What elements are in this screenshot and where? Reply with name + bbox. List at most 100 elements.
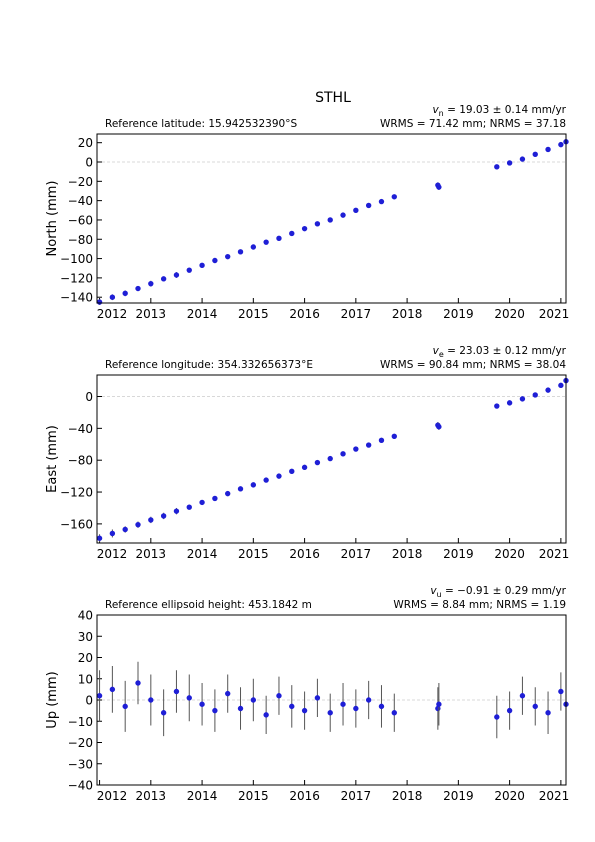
data-point (340, 701, 346, 707)
rate-symbol: v (433, 345, 440, 357)
y-tick-label: −60 (68, 213, 93, 227)
data-point (173, 688, 180, 695)
data-point (173, 508, 180, 514)
data-point (494, 403, 500, 409)
data-point (494, 164, 500, 170)
data-point (506, 160, 513, 166)
data-point (276, 473, 282, 479)
data-point (519, 693, 526, 699)
data-point (289, 230, 295, 237)
data-point (237, 249, 244, 255)
rate-subscript: u (437, 590, 442, 599)
x-tick-label: 2016 (289, 547, 320, 561)
y-tick-label: 0 (85, 390, 93, 404)
data-point (436, 701, 442, 707)
data-point (532, 151, 538, 157)
x-tick-label: 2015 (238, 547, 269, 561)
x-tick-label: 2021 (539, 789, 570, 803)
x-tick-label: 2019 (443, 307, 474, 321)
data-point (212, 707, 218, 714)
stats: WRMS = 71.42 mm; NRMS = 37.18 (380, 118, 566, 130)
x-tick-label: 2017 (341, 307, 372, 321)
data-point (327, 455, 333, 462)
data-point (237, 705, 244, 712)
reference: Reference longitude: 354.332656373°E (105, 359, 313, 371)
x-tick-label: 2012 (97, 307, 128, 321)
data-point (545, 387, 551, 393)
x-tick-label: 2017 (341, 789, 372, 803)
data-point (545, 146, 551, 153)
data-point (135, 680, 141, 686)
data-point (250, 244, 257, 250)
y-tick-label: −30 (68, 757, 93, 771)
data-point (263, 239, 269, 245)
x-tick-label: 2012 (97, 547, 128, 561)
data-point (340, 451, 346, 457)
data-point (436, 184, 442, 190)
data-point (327, 217, 333, 223)
y-tick-label: −80 (68, 233, 93, 247)
x-tick-label: 2013 (136, 547, 167, 561)
y-tick-label: 0 (85, 156, 93, 170)
data-point (263, 477, 269, 483)
data-point (276, 693, 282, 699)
x-tick-label: 2013 (136, 789, 167, 803)
x-tick-label: 2015 (238, 789, 269, 803)
chart-title: STHL (315, 90, 351, 106)
stats: WRMS = 8.84 mm; NRMS = 1.19 (393, 599, 566, 611)
plot-frame (96, 374, 567, 544)
data-point (532, 703, 538, 710)
y-tick-label: 0 (85, 694, 93, 708)
data-point (435, 705, 441, 712)
x-tick-label: 2020 (494, 307, 525, 321)
x-tick-label: 2018 (392, 789, 423, 803)
y-tick-label: −120 (60, 271, 93, 285)
y-tick-label: −100 (60, 252, 93, 266)
y-tick-label: −40 (68, 779, 93, 793)
x-tick-label: 2019 (443, 789, 474, 803)
data-point (122, 526, 128, 533)
data-point (199, 499, 205, 506)
data-point (199, 701, 205, 707)
data-point (378, 198, 385, 205)
data-point (353, 705, 359, 712)
data-point (186, 267, 192, 273)
data-point (109, 294, 116, 300)
data-point (109, 530, 116, 537)
data-point (353, 207, 359, 213)
data-point (250, 482, 257, 488)
x-tick-label: 2012 (97, 789, 128, 803)
rate-symbol: v (432, 104, 439, 116)
data-point (225, 253, 231, 260)
data-point (96, 535, 103, 541)
y-tick-label: 20 (78, 651, 93, 665)
data-point (436, 424, 442, 430)
x-tick-label: 2016 (289, 307, 320, 321)
data-point (558, 688, 564, 695)
data-point (506, 707, 513, 714)
data-point (160, 710, 167, 716)
x-tick-label: 2016 (289, 789, 320, 803)
data-point (340, 212, 346, 218)
y-tick-label: −20 (68, 175, 93, 189)
plot-frame (96, 133, 567, 304)
x-tick-label: 2019 (443, 547, 474, 561)
data-point (225, 490, 231, 497)
x-tick-label: 2014 (187, 789, 218, 803)
y-axis-label: East (mm) (45, 425, 60, 493)
data-point (250, 697, 257, 703)
rate-text: = −0.91 ± 0.29 mm/yr (442, 585, 567, 597)
data-point (148, 697, 154, 703)
y-tick-label: 30 (78, 630, 93, 644)
data-point (301, 225, 308, 232)
data-point (378, 703, 385, 710)
data-point (314, 695, 321, 701)
data-point (160, 276, 167, 282)
data-point (186, 504, 192, 510)
data-point (301, 707, 308, 714)
reference: Reference latitude: 15.942532390°S (105, 118, 297, 130)
y-tick-label: −120 (60, 486, 93, 500)
stats: WRMS = 90.84 mm; NRMS = 38.04 (380, 359, 566, 371)
